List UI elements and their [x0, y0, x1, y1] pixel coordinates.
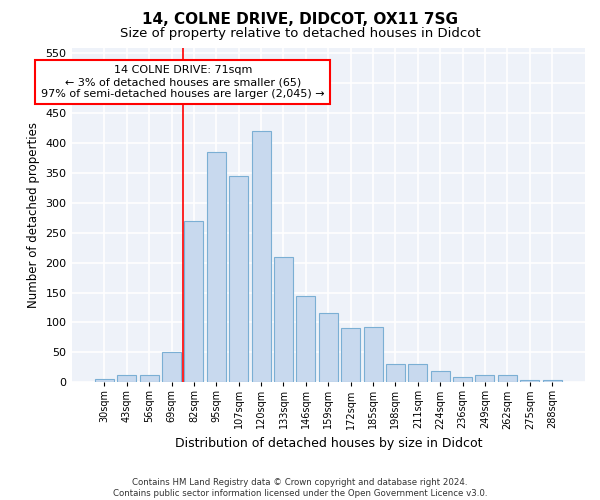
Bar: [364, 327, 383, 382]
Bar: [520, 380, 539, 382]
Bar: [498, 375, 517, 382]
Text: Size of property relative to detached houses in Didcot: Size of property relative to detached ho…: [119, 28, 481, 40]
Bar: [453, 378, 472, 382]
X-axis label: Distribution of detached houses by size in Didcot: Distribution of detached houses by size …: [175, 437, 482, 450]
Bar: [386, 364, 405, 382]
Text: 14 COLNE DRIVE: 71sqm
← 3% of detached houses are smaller (65)
97% of semi-detac: 14 COLNE DRIVE: 71sqm ← 3% of detached h…: [41, 66, 325, 98]
Bar: [409, 364, 427, 382]
Bar: [431, 372, 450, 382]
Bar: [274, 256, 293, 382]
Bar: [184, 221, 203, 382]
Bar: [475, 375, 494, 382]
Bar: [117, 375, 136, 382]
Bar: [229, 176, 248, 382]
Bar: [95, 379, 114, 382]
Text: Contains HM Land Registry data © Crown copyright and database right 2024.
Contai: Contains HM Land Registry data © Crown c…: [113, 478, 487, 498]
Y-axis label: Number of detached properties: Number of detached properties: [27, 122, 40, 308]
Bar: [162, 352, 181, 382]
Bar: [319, 314, 338, 382]
Bar: [207, 152, 226, 382]
Bar: [140, 375, 158, 382]
Bar: [251, 131, 271, 382]
Bar: [542, 380, 562, 382]
Text: 14, COLNE DRIVE, DIDCOT, OX11 7SG: 14, COLNE DRIVE, DIDCOT, OX11 7SG: [142, 12, 458, 28]
Bar: [296, 296, 316, 382]
Bar: [341, 328, 360, 382]
